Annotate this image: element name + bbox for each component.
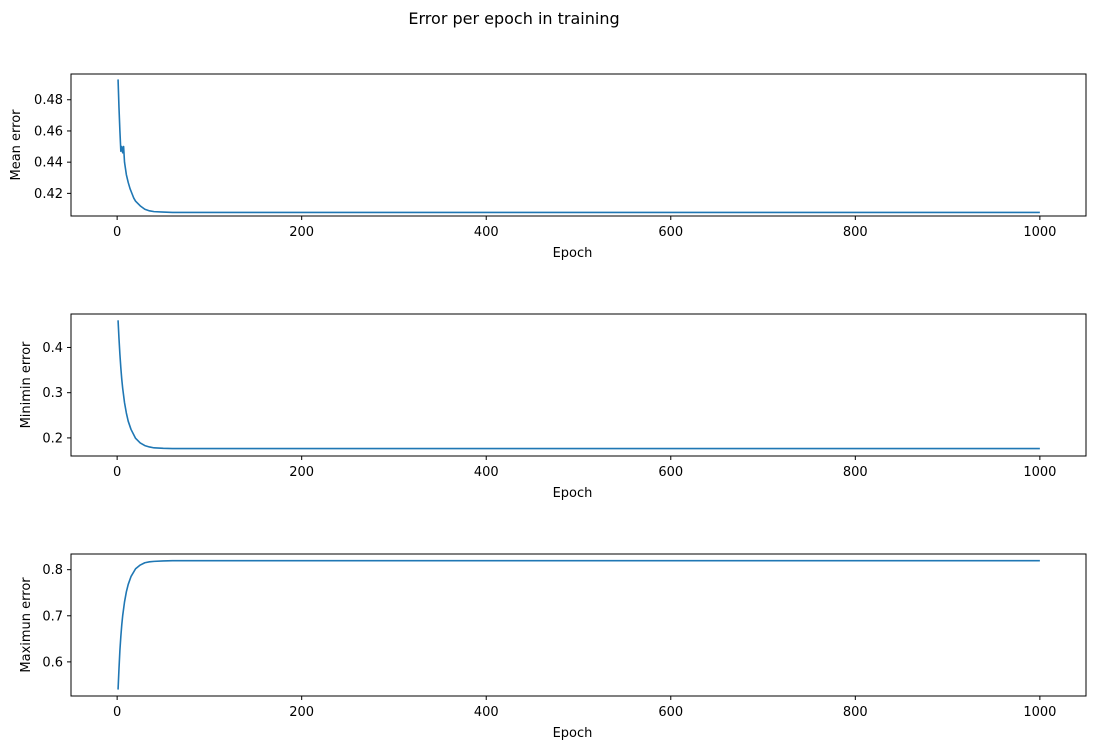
x-axis-label: Epoch [553,246,593,261]
subplot-3: 0 200 400 600 800 1000 0.6 0.7 0.8 Epoch Maximun e… [19,553,1087,741]
x-tick-label: 200 [289,225,314,240]
y-tick-label: 0.7 [42,609,63,624]
x-tick-label: 200 [289,465,314,480]
y-axis-label: Mean error [9,109,24,181]
x-axis-label: Epoch [553,486,593,501]
subplot-2: 0 200 400 600 800 1000 0.2 0.3 0.4 Epoch Minimin e… [19,313,1087,501]
y-tick-label: 0.3 [42,386,63,401]
y-tick-label: 0.8 [42,563,63,578]
axes-frame [70,73,1087,217]
y-tick-label: 0.44 [34,156,63,171]
series-line [117,320,1040,450]
x-tick-label: 0 [113,465,121,480]
x-tick-label: 1000 [1023,225,1056,240]
x-tick-label: 200 [289,705,314,720]
x-tick-label: 800 [843,705,868,720]
axes-frame [70,553,1087,697]
x-tick-label: 1000 [1023,705,1056,720]
y-tick-label: 0.6 [42,655,63,670]
x-tick-label: 600 [658,705,683,720]
y-axis-label: Minimin error [19,341,34,428]
x-tick-label: 400 [474,465,499,480]
axes-frame [70,313,1087,457]
subplot-1: 0 200 400 600 800 1000 0.42 0.44 0.46 0.48 Epoch Me… [9,73,1087,261]
x-tick-label: 0 [113,705,121,720]
x-tick-label: 1000 [1023,465,1056,480]
y-tick-label: 0.48 [34,93,63,108]
y-axis-label: Maximun error [19,577,34,673]
x-tick-label: 600 [658,225,683,240]
y-tick-label: 0.42 [34,187,63,202]
x-tick-label: 800 [843,465,868,480]
x-tick-label: 400 [474,225,499,240]
x-tick-label: 800 [843,225,868,240]
x-axis-label: Epoch [553,726,593,741]
series-line [117,79,1040,214]
series-line [117,559,1040,690]
y-tick-label: 0.2 [42,431,63,446]
y-tick-label: 0.46 [34,124,63,139]
figure-suptitle: Error per epoch in training [408,9,619,28]
y-tick-label: 0.4 [42,341,63,356]
x-tick-label: 400 [474,705,499,720]
x-tick-label: 600 [658,465,683,480]
x-tick-label: 0 [113,225,121,240]
